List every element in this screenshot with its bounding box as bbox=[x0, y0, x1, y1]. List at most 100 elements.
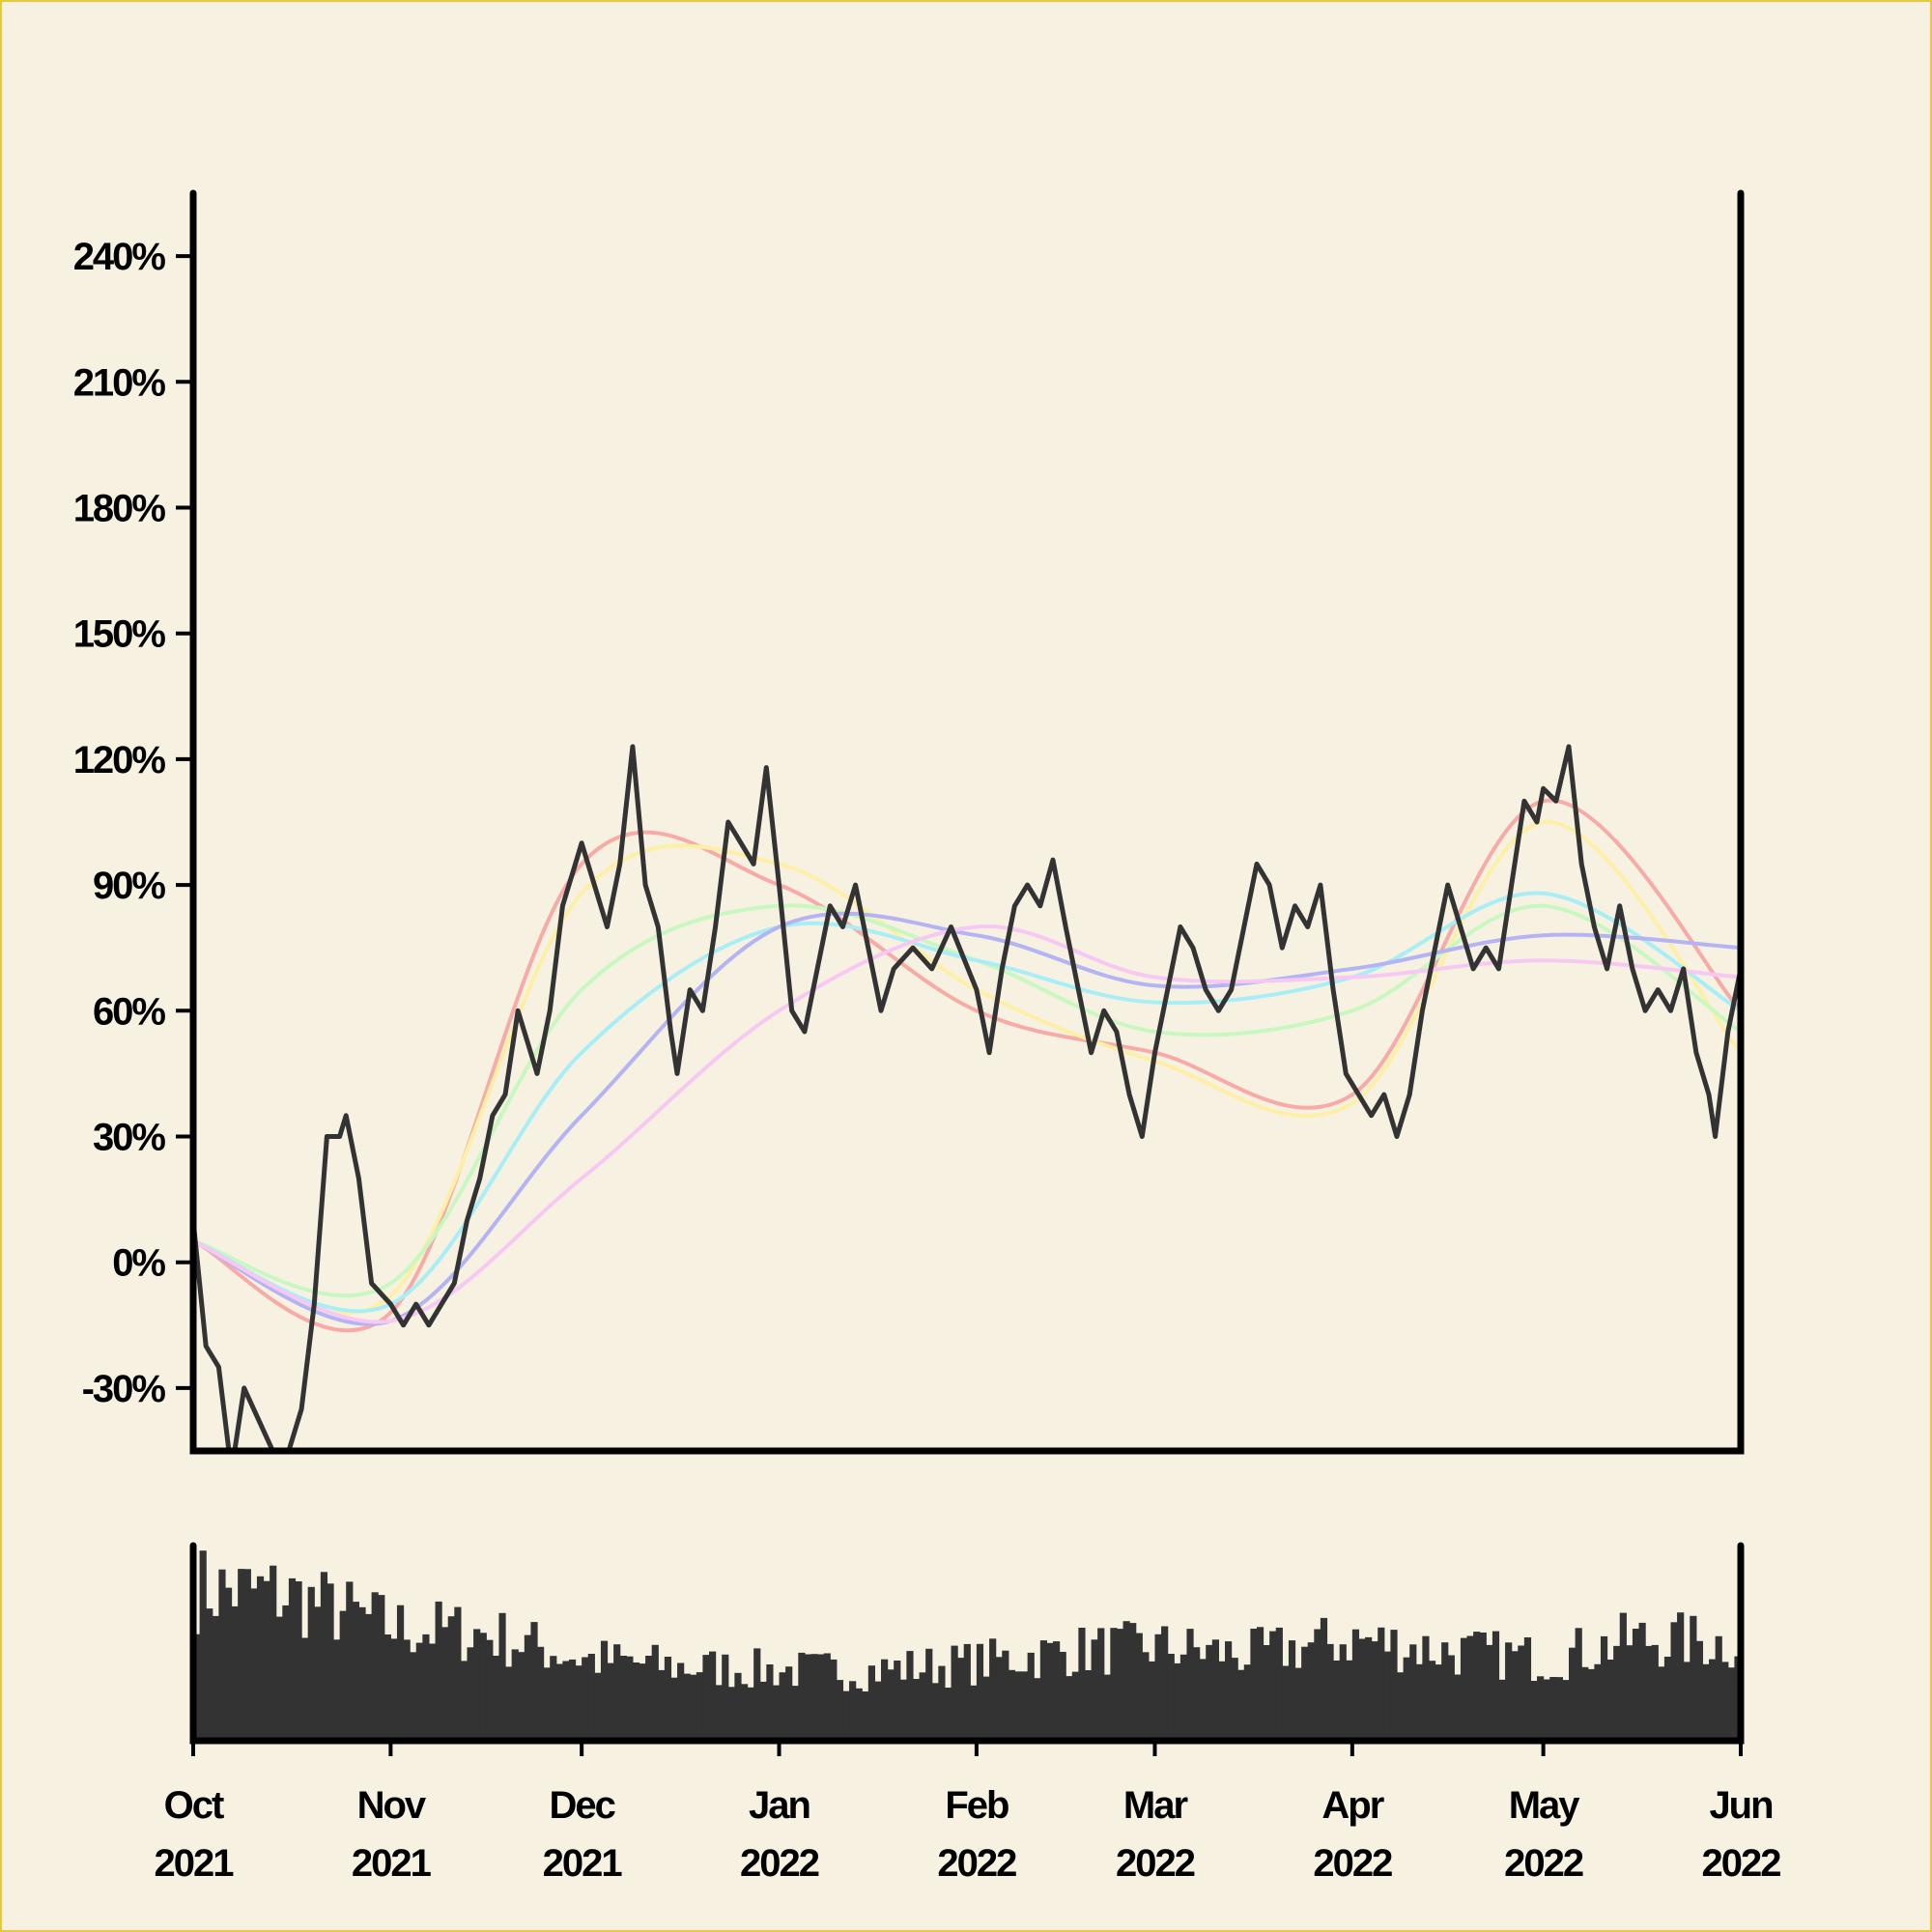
y-tick-label: 90% bbox=[93, 865, 165, 907]
volume-bar bbox=[1346, 1660, 1353, 1741]
volume-bar bbox=[238, 1569, 245, 1741]
y-tick-label: 240% bbox=[73, 236, 166, 278]
volume-bar bbox=[1473, 1632, 1481, 1741]
volume-bar bbox=[555, 1663, 563, 1741]
volume-bar bbox=[702, 1655, 710, 1741]
volume-bar bbox=[1447, 1655, 1455, 1741]
volume-bar bbox=[1428, 1661, 1436, 1741]
volume-bar bbox=[422, 1634, 430, 1741]
volume-bar bbox=[944, 1688, 952, 1741]
x-tick-month-label: Oct bbox=[164, 1784, 224, 1827]
volume-bar bbox=[1498, 1679, 1506, 1741]
volume-bar bbox=[995, 1657, 1003, 1741]
volume-bar bbox=[582, 1657, 589, 1741]
volume-bar bbox=[250, 1588, 258, 1741]
volume-bar bbox=[333, 1639, 341, 1741]
volume-bar bbox=[1320, 1617, 1328, 1741]
volume-bar bbox=[212, 1615, 219, 1741]
volume-bar bbox=[537, 1646, 545, 1741]
volume-bar bbox=[874, 1681, 882, 1741]
volume-bar bbox=[1454, 1674, 1462, 1741]
volume-bar bbox=[435, 1601, 442, 1741]
x-tick-month-label: Jan bbox=[749, 1784, 810, 1827]
y-tick-label: 150% bbox=[73, 613, 166, 656]
volume-bar bbox=[390, 1638, 398, 1741]
price-panel: -30% 0% 30% 60% 90% 120% 150% 180% 210% 240% bbox=[73, 189, 1745, 1455]
volume-bar bbox=[1358, 1638, 1366, 1741]
volume-bar bbox=[1690, 1615, 1697, 1741]
volume-panel bbox=[189, 1542, 1745, 1745]
volume-bar bbox=[1091, 1639, 1098, 1741]
volume-bar bbox=[562, 1661, 570, 1741]
volume-bar bbox=[1282, 1665, 1290, 1741]
volume-bar bbox=[1409, 1644, 1417, 1741]
volume-bar bbox=[1275, 1627, 1283, 1741]
volume-bar bbox=[1250, 1629, 1258, 1741]
volume-bar bbox=[1269, 1631, 1277, 1741]
volume-bar bbox=[327, 1583, 334, 1741]
volume-bar bbox=[1008, 1669, 1016, 1741]
volume-bar bbox=[1645, 1645, 1653, 1741]
volume-bar bbox=[798, 1652, 806, 1741]
volume-bar bbox=[1587, 1668, 1595, 1741]
volume-bar bbox=[791, 1686, 799, 1741]
volume-bar bbox=[447, 1616, 455, 1741]
volume-bar bbox=[715, 1685, 723, 1741]
volume-bar bbox=[1709, 1659, 1717, 1741]
y-tick-label: 120% bbox=[73, 739, 166, 781]
x-tick-year-label: 2021 bbox=[352, 1842, 432, 1885]
volume-bar bbox=[1632, 1629, 1640, 1741]
volume-bar bbox=[295, 1581, 302, 1741]
volume-bar bbox=[1237, 1669, 1245, 1741]
volume-bar bbox=[1569, 1647, 1577, 1741]
volume-bar bbox=[823, 1653, 831, 1741]
volume-bar bbox=[1378, 1627, 1385, 1741]
volume-bar bbox=[1441, 1642, 1449, 1741]
volume-bar bbox=[1333, 1661, 1341, 1741]
volume-bar bbox=[193, 1634, 201, 1741]
volume-bar bbox=[1002, 1650, 1009, 1741]
volume-bar bbox=[709, 1651, 717, 1741]
volume-bar bbox=[1530, 1681, 1538, 1741]
volume-bar bbox=[690, 1674, 697, 1741]
x-tick-month-label: Jun bbox=[1709, 1784, 1772, 1827]
x-tick-year-label: 2021 bbox=[155, 1842, 235, 1885]
volume-bar bbox=[1103, 1674, 1111, 1741]
volume-bar bbox=[651, 1644, 659, 1741]
volume-bar bbox=[607, 1662, 614, 1741]
volume-bar bbox=[243, 1569, 251, 1741]
volume-bar bbox=[1034, 1678, 1041, 1741]
volume-bar bbox=[1677, 1612, 1685, 1741]
volume-bars bbox=[193, 1550, 1742, 1741]
volume-bar bbox=[288, 1577, 297, 1741]
volume-bar bbox=[1179, 1654, 1188, 1741]
volume-bar bbox=[753, 1648, 761, 1741]
volume-bar bbox=[384, 1634, 391, 1741]
volume-bar bbox=[486, 1639, 494, 1741]
volume-bar bbox=[1581, 1666, 1589, 1741]
volume-bar bbox=[498, 1612, 506, 1741]
volume-bar bbox=[1511, 1651, 1519, 1741]
moving-average-line-4 bbox=[193, 891, 1741, 1314]
volume-bar bbox=[963, 1643, 971, 1741]
volume-bar bbox=[415, 1642, 423, 1741]
y-tick-label: 0% bbox=[112, 1242, 165, 1285]
volume-bar bbox=[881, 1659, 889, 1741]
volume-bar bbox=[1715, 1635, 1722, 1741]
volume-bar bbox=[1702, 1663, 1710, 1741]
volume-bar bbox=[1256, 1627, 1264, 1741]
volume-bar bbox=[1415, 1663, 1423, 1741]
volume-bar bbox=[1575, 1628, 1582, 1741]
volume-bar bbox=[339, 1610, 347, 1741]
volume-bar bbox=[1365, 1636, 1373, 1741]
volume-bar bbox=[1065, 1676, 1073, 1741]
volume-bar bbox=[410, 1652, 417, 1741]
volume-bar bbox=[1371, 1641, 1378, 1741]
volume-bar bbox=[1097, 1628, 1105, 1741]
x-tick-month-label: Nov bbox=[357, 1784, 427, 1827]
volume-bar bbox=[492, 1656, 500, 1741]
x-tick-month-label: Mar bbox=[1123, 1784, 1188, 1827]
volume-bar bbox=[766, 1664, 774, 1741]
volume-bar bbox=[1039, 1640, 1047, 1741]
